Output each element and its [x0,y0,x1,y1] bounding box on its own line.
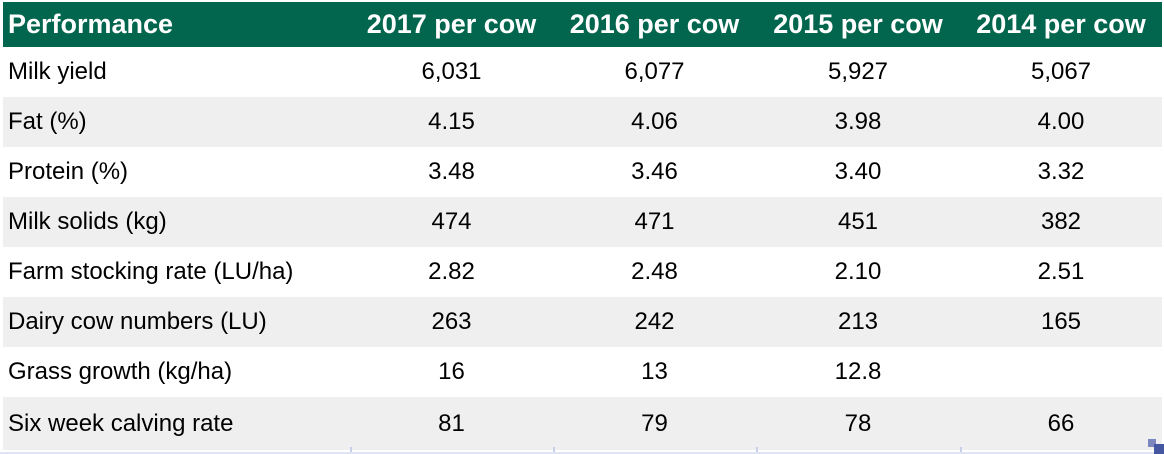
cell: 79 [641,409,668,437]
cell: 5,067 [1030,58,1092,85]
header-row: Performance 2017 per cow 2016 per cow 20… [3,2,1162,47]
cell: 3.46 [631,158,678,185]
cell: 474 [431,208,472,235]
cell: 2.82 [428,258,475,285]
row-label: Dairy cow numbers (LU) [8,308,267,335]
cell: 66 [1047,409,1075,437]
cell: 451 [837,208,879,235]
cell [960,347,1162,397]
column-gridline-tick [960,447,962,452]
cell: 6,031 [421,58,482,85]
header-2015-per-cow: 2015 per cow [756,2,960,47]
row-milk-solids: Milk solids (kg) 474 471 451 382 [3,197,1162,247]
header-2014-per-cow: 2014 per cow [960,2,1162,47]
row-label: Grass growth (kg/ha) [8,358,233,385]
cell: 16 [438,358,465,385]
row-six-week-calving-rate: Six week calving rate 81 79 78 66 [3,397,1162,450]
row-protein-percent: Protein (%) 3.48 3.46 3.40 3.32 [3,147,1162,197]
cell: 3.32 [1037,158,1085,185]
column-gridline-tick [350,447,352,452]
row-label: Protein (%) [8,158,129,185]
cell: 213 [837,308,879,335]
row-label: Milk yield [8,58,107,85]
header-2017-per-cow: 2017 per cow [350,2,553,47]
column-gridline-tick [553,447,555,452]
cell: 263 [431,308,472,335]
row-label: Milk solids (kg) [8,208,167,235]
row-label: Farm stocking rate (LU/ha) [8,258,294,285]
cell: 4.06 [631,108,678,135]
cell: 471 [634,208,675,235]
bottom-gridline [0,452,1164,454]
row-label: Six week calving rate [8,409,234,437]
cell: 3.40 [834,158,882,185]
cell: 12.8 [834,358,882,385]
cell: 2.51 [1037,258,1085,285]
cell: 3.48 [428,158,475,185]
row-fat-percent: Fat (%) 4.15 4.06 3.98 4.00 [3,97,1162,147]
row-grass-growth: Grass growth (kg/ha) 16 13 12.8 [3,347,1162,397]
cell: 4.00 [1037,108,1085,135]
cell: 382 [1040,208,1082,235]
cell: 78 [844,409,872,437]
performance-table: Performance 2017 per cow 2016 per cow 20… [3,2,1162,450]
cell: 2.48 [631,258,678,285]
row-label: Fat (%) [8,108,87,135]
cell: 165 [1040,308,1082,335]
cell: 4.15 [428,108,475,135]
cell: 5,927 [827,58,889,85]
selection-handle-dark-square [1154,444,1164,454]
cell: 81 [438,409,465,437]
cell: 3.98 [834,108,882,135]
header-2016-per-cow: 2016 per cow [553,2,756,47]
row-milk-yield: Milk yield 6,031 6,077 5,927 5,067 [3,47,1162,97]
selection-handle-light-square [1148,439,1156,447]
cell: 2.10 [834,258,882,285]
cell: 13 [641,358,668,385]
cell: 242 [634,308,675,335]
column-gridline-tick [756,447,758,452]
header-performance: Performance [3,2,350,47]
row-farm-stocking-rate: Farm stocking rate (LU/ha) 2.82 2.48 2.1… [3,247,1162,297]
cell: 6,077 [624,58,685,85]
row-dairy-cow-numbers: Dairy cow numbers (LU) 263 242 213 165 [3,297,1162,347]
